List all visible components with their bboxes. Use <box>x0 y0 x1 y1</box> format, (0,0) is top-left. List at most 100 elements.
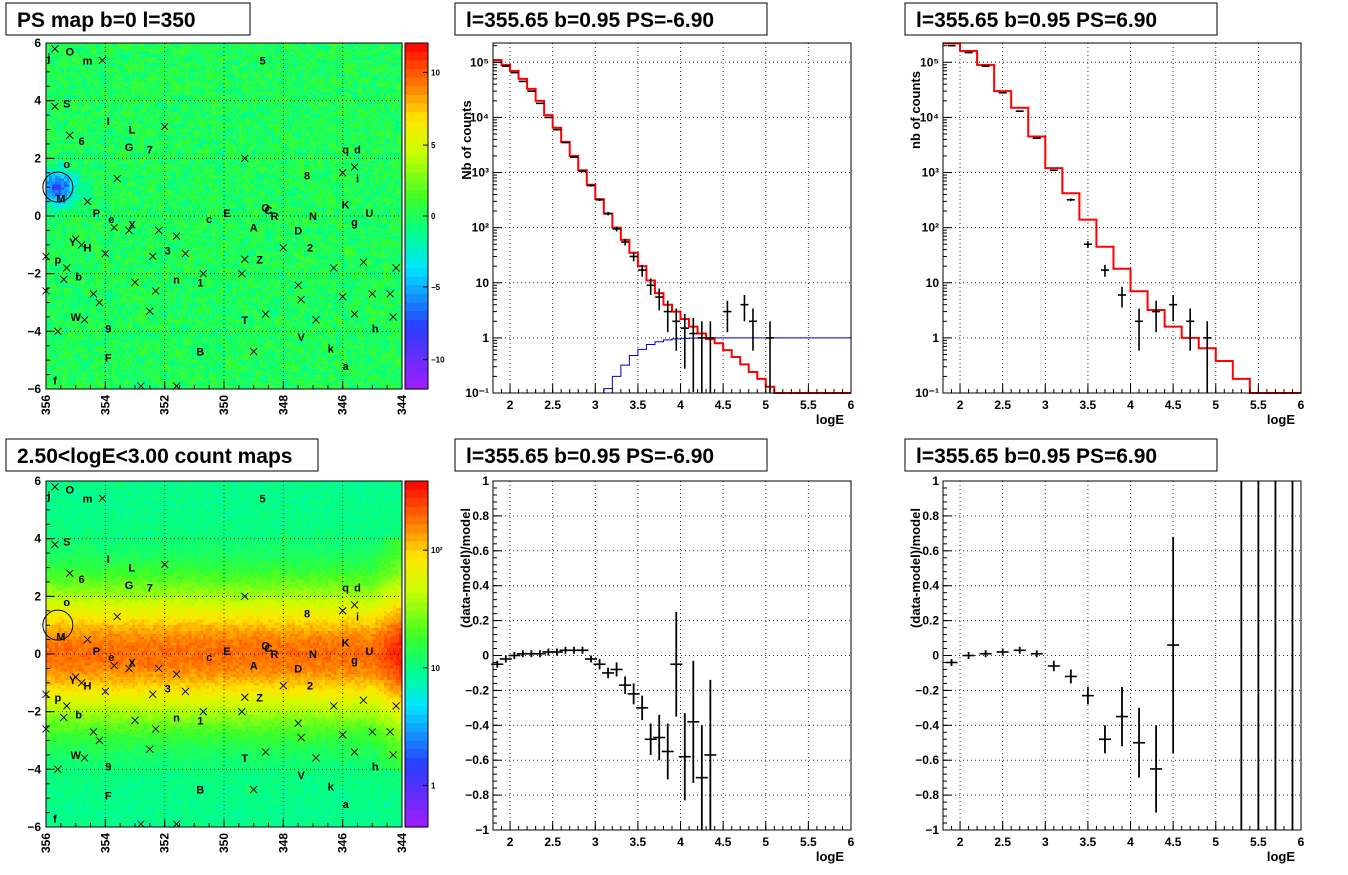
source-cross-marker <box>240 154 249 163</box>
source-cross-marker <box>80 753 89 762</box>
res2-xlabel: logE <box>1267 849 1295 864</box>
y-tick-label: 0.2 <box>472 614 489 628</box>
colorbar-cell <box>405 216 428 226</box>
source-cross-marker <box>54 765 62 774</box>
colorbar-cell <box>405 224 428 234</box>
source-label: E <box>223 646 230 658</box>
source-label: e <box>108 214 114 226</box>
map-y-tick-label: −2 <box>27 267 41 281</box>
y-tick-label: 1 <box>932 474 939 488</box>
source-cross-marker <box>42 690 50 699</box>
source-label: I <box>107 554 110 566</box>
y-tick-label: 1 <box>482 474 489 488</box>
colorbar-cell <box>405 345 428 355</box>
source-cross-marker <box>261 748 270 756</box>
colorbar-cell <box>405 679 428 690</box>
source-cross-marker <box>80 315 89 324</box>
colorbar-cell <box>405 809 428 819</box>
colorbar-cell <box>405 584 428 595</box>
colorbar-cell <box>405 259 428 269</box>
source-cross-marker <box>98 494 107 503</box>
source-label: P <box>93 646 100 658</box>
source-label: 3 <box>165 684 171 696</box>
source-label: 2 <box>307 681 313 693</box>
y-tick-label: 10 <box>926 276 940 290</box>
source-label: i <box>356 174 359 186</box>
map-x-tick-label: 356 <box>39 833 53 853</box>
source-cross-marker <box>154 226 163 235</box>
source-cross-marker <box>62 264 71 272</box>
source-label: K <box>342 199 350 211</box>
colorbar-cell <box>405 354 428 364</box>
source-cross-marker <box>101 249 110 258</box>
colorbar-cell <box>405 576 428 586</box>
x-tick-label: 3 <box>1042 398 1049 412</box>
x-tick-label: 6 <box>1298 398 1305 412</box>
x-tick-label: 3.5 <box>1080 835 1097 849</box>
x-tick-label: 2.5 <box>994 398 1011 412</box>
x-tick-label: 5 <box>762 835 769 849</box>
source-cross-marker <box>329 264 338 272</box>
source-cross-marker <box>83 197 92 206</box>
source-label: 6 <box>79 574 85 586</box>
x-tick-label: 6 <box>848 398 855 412</box>
colorbar-cell <box>405 593 428 603</box>
y-tick-label: −0.4 <box>915 718 939 732</box>
source-cross-marker <box>368 290 377 298</box>
spec2-title-box: l=355.65 b=0.95 PS=6.90 <box>904 2 1218 36</box>
source-cross-marker <box>312 315 320 324</box>
source-cross-marker <box>51 44 59 53</box>
colorbar-cell <box>405 129 428 139</box>
source-cross-marker <box>101 687 110 696</box>
y-tick-label: 10⁵ <box>920 55 939 69</box>
source-label: X <box>128 658 136 670</box>
source-label: f <box>53 813 57 825</box>
map-x-tick-label: 350 <box>217 395 231 415</box>
source-cross-marker <box>110 661 119 670</box>
source-cross-marker <box>237 707 246 716</box>
colorbar-cell <box>405 86 428 96</box>
model-histogram <box>493 59 851 394</box>
colorbar-cell <box>405 636 428 646</box>
y-tick-label: 0.4 <box>922 579 939 593</box>
source-label: N <box>309 649 317 661</box>
map1-title-box: PS map b=0 l=350 <box>5 2 251 36</box>
source-label: C <box>265 643 273 655</box>
y-tick-label: −1 <box>925 823 939 837</box>
source-cross-marker <box>113 174 122 183</box>
colorbar-cell <box>405 233 428 243</box>
y-tick-label: −0.2 <box>915 683 939 697</box>
source-cross-marker <box>329 702 338 710</box>
colorbar-tick-label: 10² <box>431 546 443 555</box>
res2-title-box: l=355.65 b=0.95 PS=6.90 <box>904 438 1218 472</box>
source-label: e <box>108 652 114 664</box>
source-label: 3 <box>165 246 171 258</box>
source-cross-marker <box>350 748 359 756</box>
source-label: c <box>206 652 212 664</box>
source-cross-marker <box>350 163 359 171</box>
x-tick-label: 5.5 <box>800 835 817 849</box>
colorbar-cell <box>405 506 428 517</box>
source-cross-marker <box>294 281 302 290</box>
x-tick-label: 4.5 <box>1165 398 1182 412</box>
x-tick-label: 4 <box>1127 835 1134 849</box>
spec1-xlabel: logE <box>816 412 844 427</box>
colorbar-cell <box>405 241 428 252</box>
colorbar-cell <box>405 190 428 200</box>
x-tick-label: 2 <box>957 835 964 849</box>
plot-area <box>943 43 1301 393</box>
map-y-tick-label: 6 <box>34 474 41 488</box>
source-cross-marker <box>389 313 397 321</box>
y-tick-label: 0.8 <box>922 509 939 523</box>
source-label: H <box>84 681 92 693</box>
source-label: k <box>328 782 335 794</box>
source-label: L <box>129 563 136 575</box>
colorbar-cell <box>405 276 428 286</box>
colorbar-cell <box>405 610 428 620</box>
x-tick-label: 3 <box>592 398 599 412</box>
y-tick-label: 10⁻¹ <box>465 386 489 400</box>
y-tick-label: 10² <box>922 221 939 235</box>
source-cross-marker <box>240 693 249 702</box>
source-cross-marker <box>294 719 302 728</box>
